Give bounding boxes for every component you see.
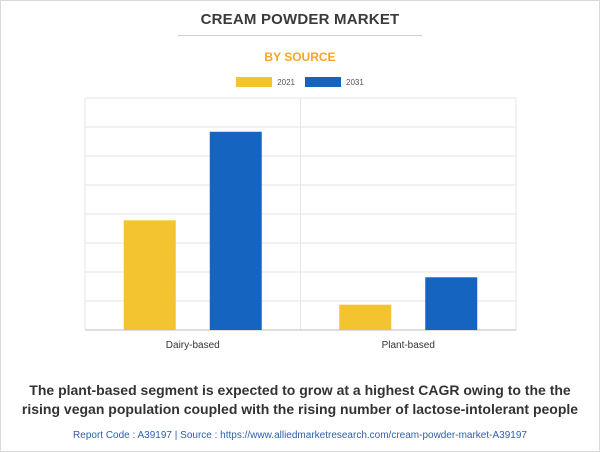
title-divider: [178, 35, 422, 36]
x-tick-label: Plant-based: [382, 340, 435, 351]
legend-item-2031: 2031: [305, 77, 364, 87]
legend-item-2021: 2021: [236, 77, 295, 87]
chart-legend: 2021 2031: [0, 77, 600, 87]
legend-swatch-2031: [305, 77, 341, 87]
bar-2031-0: [209, 131, 262, 330]
bar-2031-1: [425, 277, 478, 330]
bar-chart: Dairy-based Plant-based: [84, 97, 517, 351]
legend-swatch-2021: [236, 77, 273, 87]
report-source-footer[interactable]: Report Code : A39197 | Source : https://…: [73, 430, 527, 441]
bar-2021-0: [123, 220, 176, 330]
legend-label-2031: 2031: [346, 77, 364, 87]
x-tick-label: Dairy-based: [166, 340, 220, 351]
chart-caption: The plant-based segment is expected to g…: [21, 382, 579, 417]
bar-2021-1: [339, 304, 392, 330]
chart-title: CREAM POWDER MARKET: [200, 11, 400, 28]
legend-label-2021: 2021: [277, 77, 295, 87]
chart-subtitle: BY SOURCE: [264, 50, 336, 64]
